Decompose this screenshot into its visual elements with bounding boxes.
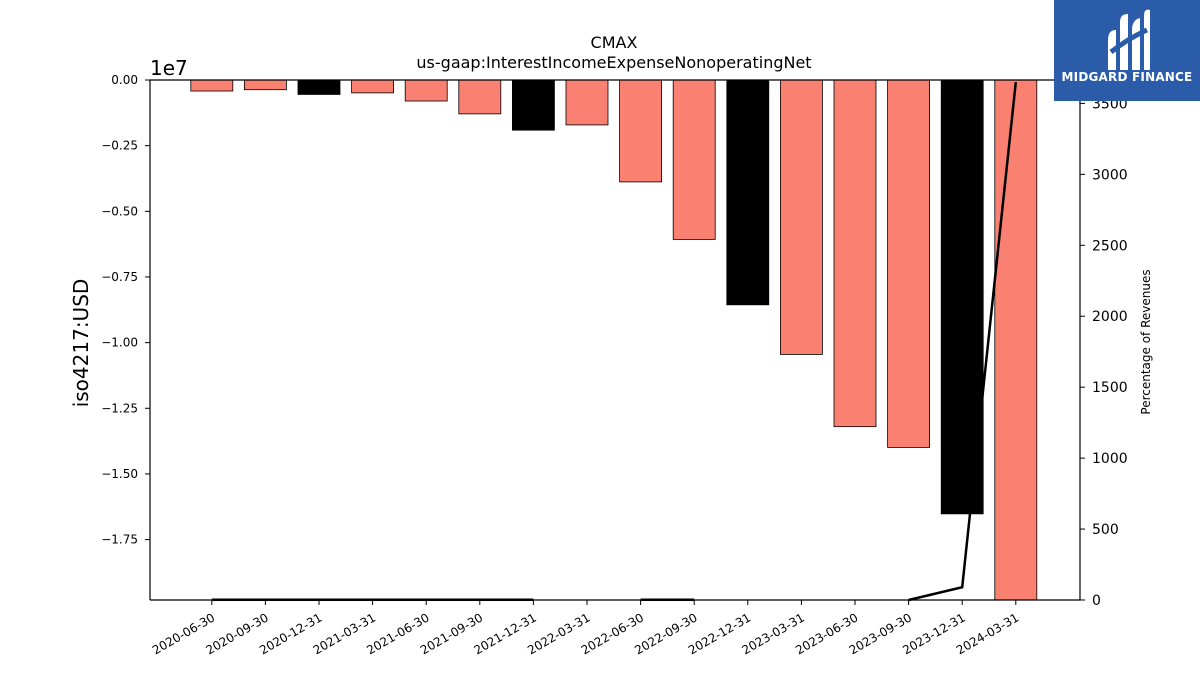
bar-2023-09-30	[887, 79, 930, 448]
bar-2024-03-31	[994, 79, 1038, 601]
logo-text: MIDGARD FINANCE	[1061, 70, 1193, 84]
y2-tick-label: 1000	[1092, 451, 1128, 467]
bar-2022-12-31	[726, 79, 770, 306]
bar-2020-09-30	[243, 79, 287, 91]
bar-2023-03-31	[780, 79, 823, 355]
y2-tick-label: 2000	[1092, 309, 1128, 325]
y-tick-label: 0.00	[111, 73, 138, 87]
midgard-finance-logo: MIDGARD FINANCE	[1054, 0, 1200, 101]
bar-2021-12-31	[512, 79, 555, 131]
y2-axis-label: Percentage of Revenues	[1139, 269, 1153, 414]
bar-2021-06-30	[404, 79, 448, 102]
bar-2020-06-30	[190, 79, 234, 92]
chart-subtitle: us-gaap:InterestIncomeExpenseNonoperatin…	[416, 53, 811, 72]
y-tick-label: −0.50	[101, 204, 138, 218]
y-axis-label: iso4217:USD	[69, 279, 93, 408]
chart-title: CMAX	[591, 33, 638, 52]
bar-2023-06-30	[833, 79, 877, 428]
bar-2022-06-30	[619, 79, 662, 183]
y-tick-label: −1.25	[101, 401, 138, 415]
bar-2021-03-31	[351, 79, 395, 94]
y-multiplier-label: 1e7	[150, 56, 188, 80]
midgard-logo-icon	[1108, 9, 1150, 70]
bar-2022-09-30	[672, 79, 716, 240]
y2-tick-label: 3000	[1092, 167, 1128, 183]
bar-2020-12-31	[297, 79, 341, 95]
y2-tick-label: 500	[1092, 522, 1119, 538]
y2-tick-label: 0	[1092, 593, 1101, 609]
bar-2023-12-31	[940, 79, 984, 515]
bar-2022-03-31	[565, 79, 609, 126]
y2-tick-label: 1500	[1092, 380, 1128, 396]
y2-tick-label: 2500	[1092, 238, 1128, 254]
percentage-line-segment	[908, 81, 1018, 602]
bar-2021-09-30	[458, 79, 502, 115]
y-tick-label: −0.75	[101, 270, 138, 284]
y-tick-label: −0.25	[101, 139, 138, 153]
y-tick-label: −1.75	[101, 533, 138, 547]
y-tick-label: −1.00	[101, 336, 138, 350]
y-tick-label: −1.50	[101, 467, 138, 481]
